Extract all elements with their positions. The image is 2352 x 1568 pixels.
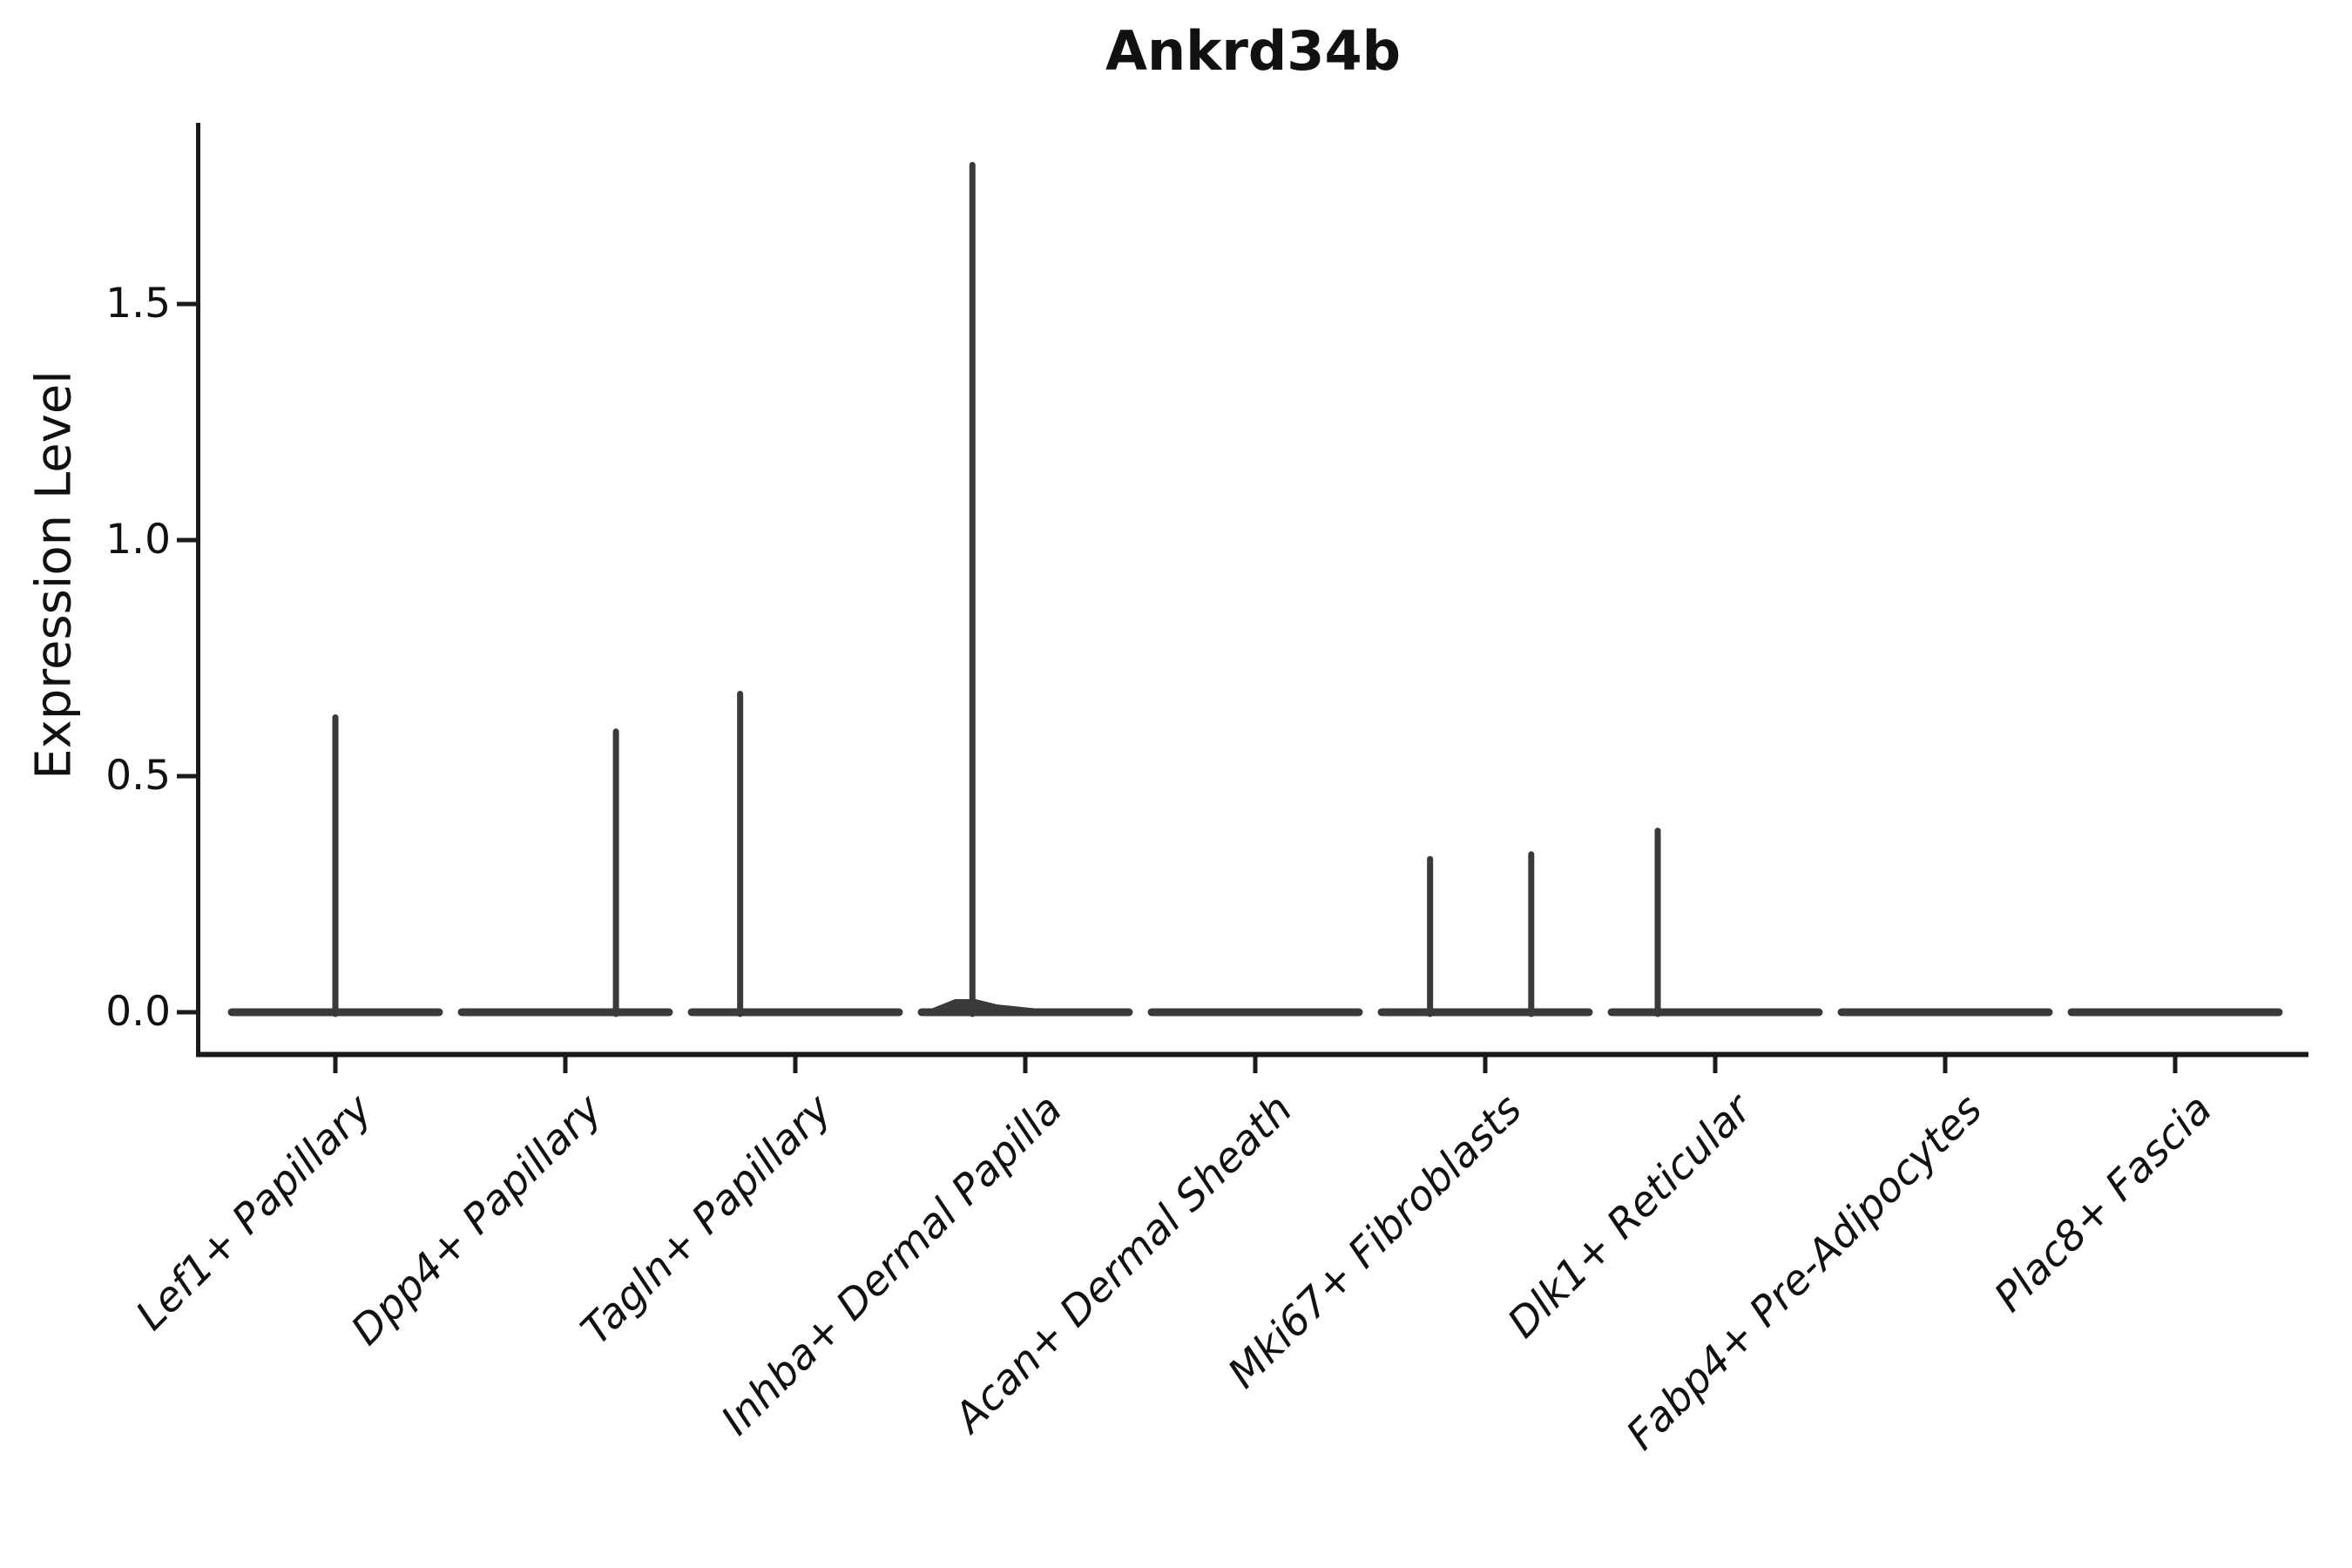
y-tick-label: 1.5: [105, 280, 171, 328]
chart-title: Ankrd34b: [1105, 19, 1401, 83]
y-tick-label: 0.0: [105, 988, 171, 1036]
y-tick-label: 0.5: [105, 752, 171, 800]
y-tick-label: 1.0: [105, 516, 171, 564]
